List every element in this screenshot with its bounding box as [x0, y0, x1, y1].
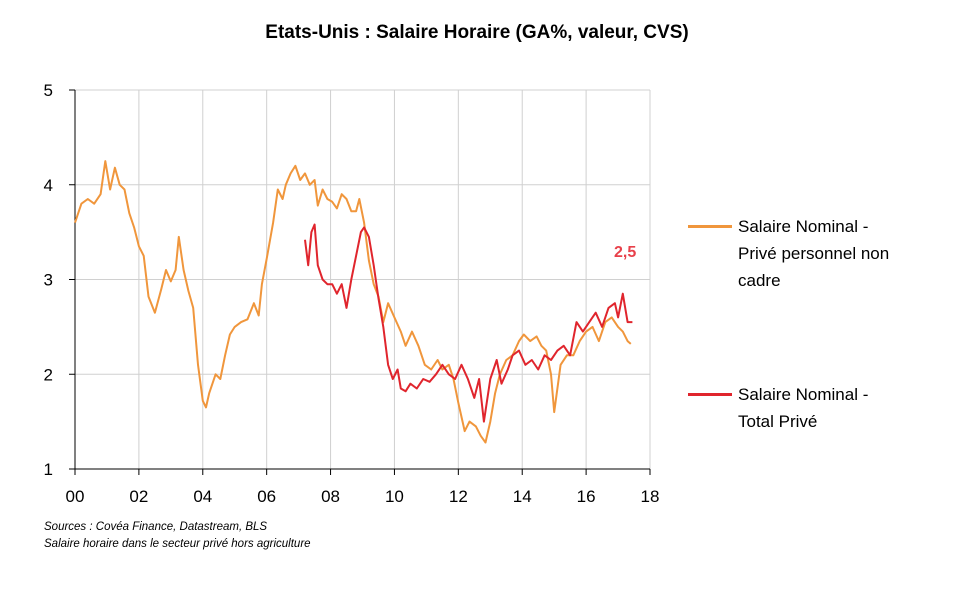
x-tick-label: 18 — [641, 487, 660, 506]
y-tick-label: 1 — [44, 460, 53, 479]
chart-title: Etats-Unis : Salaire Horaire (GA%, valeu… — [265, 22, 689, 43]
x-tick-label: 16 — [577, 487, 596, 506]
x-tick-label: 10 — [385, 487, 404, 506]
legend-label-line: Privé personnel non — [738, 244, 890, 263]
series-lines — [74, 160, 633, 444]
x-tick-label: 02 — [129, 487, 148, 506]
y-tick-label: 2 — [44, 365, 53, 384]
x-tick-label: 12 — [449, 487, 468, 506]
legend-label-line: Total Privé — [738, 412, 818, 431]
source-note: Sources : Covéa Finance, Datastream, BLS — [44, 521, 268, 533]
last-value-annotation: 2,5 — [614, 244, 637, 261]
legend-label: Salaire Nominal - Privé personnel non ca… — [738, 213, 938, 294]
y-tick-label: 3 — [44, 271, 53, 290]
legend-swatch-red — [688, 393, 732, 396]
legend-label-line: Salaire Nominal - — [738, 217, 869, 236]
x-tick-label: 08 — [321, 487, 340, 506]
x-tick-label: 04 — [193, 487, 212, 506]
grid-lines — [75, 89, 651, 469]
series-line-total-prive — [304, 223, 633, 423]
x-tick-label: 14 — [513, 487, 532, 506]
y-tick-label: 5 — [44, 81, 53, 100]
legend-label-line: Salaire Nominal - — [738, 385, 869, 404]
legend-label-line: cadre — [738, 271, 781, 290]
x-tick-label: 06 — [257, 487, 276, 506]
source-note-subtitle: Salaire horaire dans le secteur privé ho… — [44, 538, 311, 550]
axes — [69, 89, 651, 475]
y-tick-label: 4 — [44, 176, 53, 195]
series-line-prive-non-cadre — [74, 160, 632, 444]
legend-swatch-orange — [688, 225, 732, 228]
legend-label: Salaire Nominal - Total Privé — [738, 381, 938, 435]
x-tick-label: 00 — [66, 487, 85, 506]
